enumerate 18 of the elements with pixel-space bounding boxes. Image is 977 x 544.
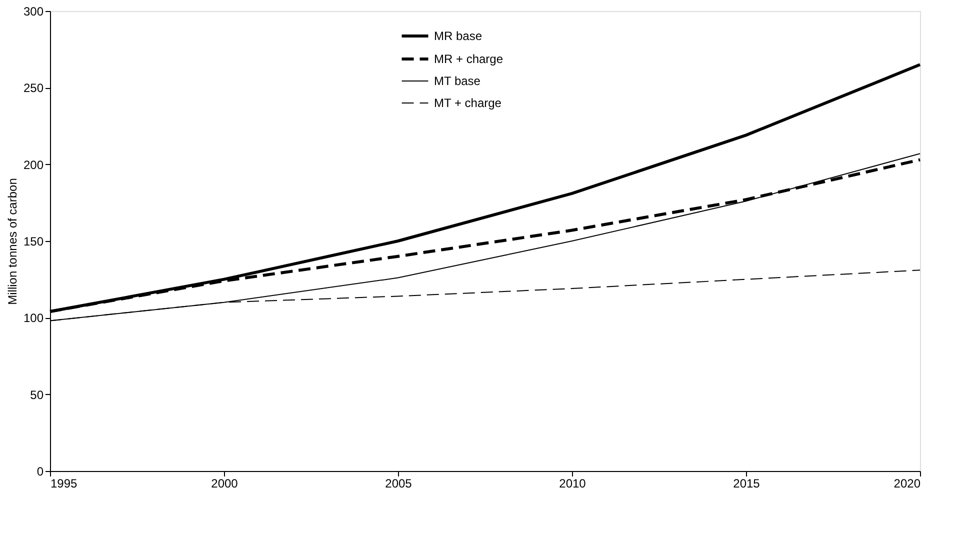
- y-tick-label: 150: [23, 234, 44, 248]
- legend-label: MR base: [434, 29, 482, 43]
- x-tick-label: 2015: [733, 476, 760, 490]
- x-tick-label: 2005: [385, 476, 412, 490]
- y-tick-label: 50: [30, 388, 44, 402]
- legend-label: MT base: [434, 74, 481, 88]
- y-tick-label: 250: [23, 81, 44, 96]
- y-tick-label: 0: [36, 464, 44, 478]
- x-tick-label: 2000: [211, 476, 238, 490]
- y-tick-label: 200: [23, 158, 44, 172]
- x-tick-label: 2010: [559, 476, 586, 490]
- y-tick-label: 300: [23, 4, 44, 18]
- y-axis-title: Million tonnes of carbon: [5, 178, 20, 305]
- x-tick-label: 2020: [894, 476, 921, 490]
- legend-label: MR + charge: [434, 52, 504, 66]
- x-tick-label: 1995: [50, 476, 78, 490]
- y-tick-label: 100: [23, 311, 44, 326]
- legend-label: MT + charge: [434, 96, 502, 110]
